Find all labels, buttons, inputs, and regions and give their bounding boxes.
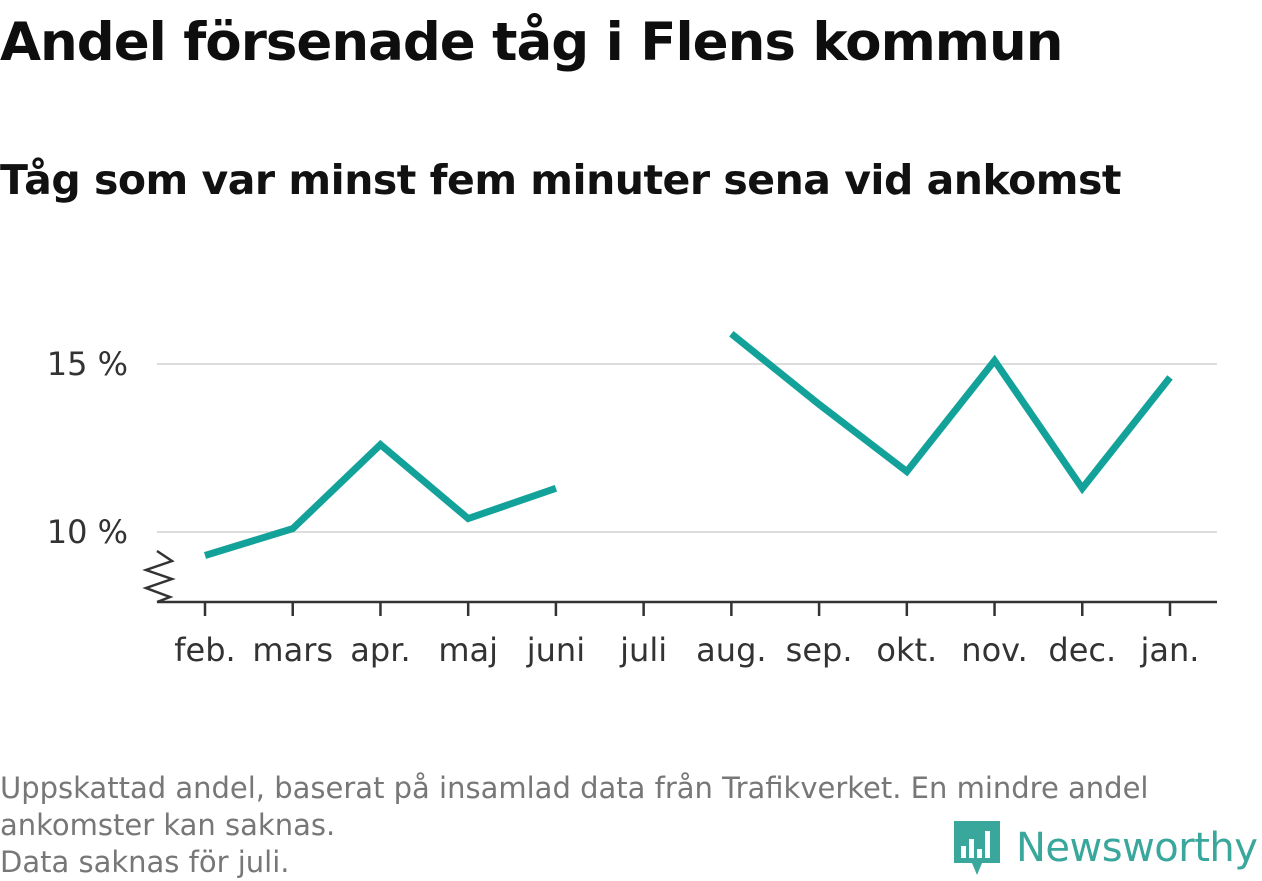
footer-note: Data saknas för juli. — [0, 845, 290, 879]
x-tick-label: juni — [526, 631, 585, 669]
chart-title: Andel försenade tåg i Flens kommun — [0, 12, 1063, 73]
footer-note: Uppskattad andel, baserat på insamlad da… — [0, 771, 1149, 805]
x-tick-label: apr. — [350, 631, 410, 669]
x-tick-label: dec. — [1048, 631, 1116, 669]
axis-break-icon — [142, 549, 176, 604]
y-tick-label: 15 % — [47, 345, 128, 383]
x-tick-label: aug. — [696, 631, 766, 669]
line-chart: 10 % 15 % feb. mars apr. maj juni juli aug. sep. o… — [47, 331, 1217, 669]
x-tick-label: jan. — [1140, 631, 1200, 669]
x-tick-label: feb. — [174, 631, 235, 669]
x-tick-label: okt. — [876, 631, 937, 669]
series-line — [729, 331, 1173, 495]
y-tick-label: 10 % — [47, 513, 128, 551]
x-tick-label: maj — [438, 631, 498, 669]
chart-subtitle: Tåg som var minst fem minuter sena vid a… — [0, 156, 1122, 204]
x-tick-label: sep. — [786, 631, 853, 669]
x-tick-label: juli — [619, 631, 667, 669]
x-tick-label: nov. — [961, 631, 1027, 669]
footer-note: ankomster kan saknas. — [0, 808, 336, 842]
series-line — [203, 439, 558, 559]
brand-name: Newsworthy — [1016, 825, 1258, 871]
newsworthy-logo-icon — [954, 821, 1000, 875]
x-tick-label: mars — [252, 631, 333, 669]
brand-logo: Newsworthy — [952, 818, 1258, 878]
chart-footer: Uppskattad andel, baserat på insamlad da… — [0, 770, 1250, 881]
